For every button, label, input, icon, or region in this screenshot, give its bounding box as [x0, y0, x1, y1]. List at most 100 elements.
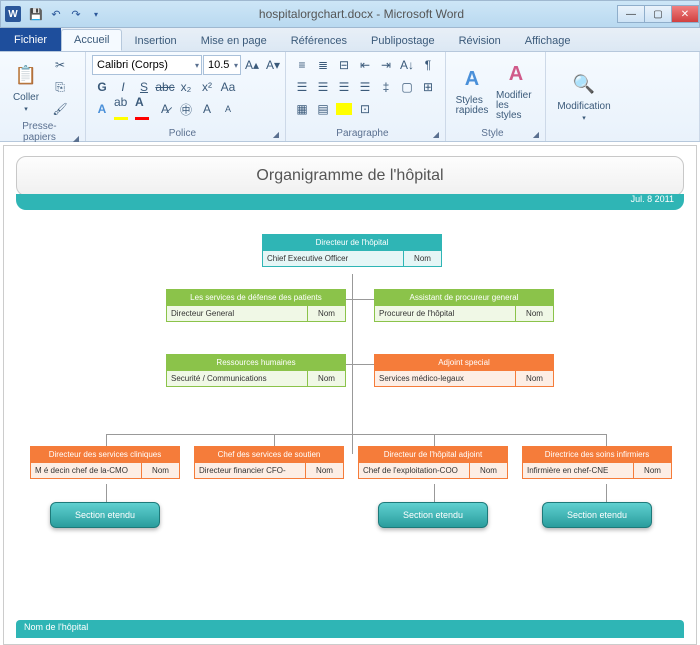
grow-font-icon[interactable]: A▴ — [242, 55, 262, 75]
qat-more-icon[interactable]: ▾ — [87, 5, 105, 23]
save-icon[interactable]: 💾 — [27, 5, 45, 23]
clipboard-dialog-launcher[interactable]: ◢ — [73, 134, 79, 143]
node-assistant[interactable]: Assistant de procureur general Procureur… — [374, 289, 554, 322]
titlebar: W 💾 ↶ ↷ ▾ hospitalorgchart.docx - Micros… — [0, 0, 700, 28]
doc-date: Jul. 8 2011 — [631, 194, 674, 204]
node-name: Nom — [307, 305, 345, 321]
node-adjoint[interactable]: Directeur de l'hôpital adjoint Chef de l… — [358, 446, 508, 479]
undo-icon[interactable]: ↶ — [47, 5, 65, 23]
shading-color-button[interactable] — [334, 99, 354, 119]
paste-button[interactable]: 📋 Coller ▾ — [6, 62, 46, 113]
node-name: Nom — [515, 305, 553, 321]
shrink-font2[interactable]: A — [218, 99, 238, 119]
quick-styles-button[interactable]: A Styles rapides — [452, 66, 492, 116]
italic-button[interactable]: I — [113, 77, 133, 97]
quick-access-toolbar: 💾 ↶ ↷ ▾ — [27, 5, 105, 23]
node-defense[interactable]: Les services de défense des patients Dir… — [166, 289, 346, 322]
clipboard-icon: 📋 — [12, 62, 40, 90]
group-label-clipboard: Presse-papiers — [6, 119, 73, 143]
maximize-button[interactable]: ▢ — [644, 5, 672, 23]
grow-font2[interactable]: A — [197, 99, 217, 119]
bullets-button[interactable]: ≡ — [292, 55, 312, 75]
node-hr[interactable]: Ressources humaines Securité / Communica… — [166, 354, 346, 387]
para-extra1[interactable]: ▦ — [292, 99, 312, 119]
connector — [606, 484, 607, 502]
style-dialog-launcher[interactable]: ◢ — [533, 130, 539, 139]
close-button[interactable]: ✕ — [671, 5, 699, 23]
group-clipboard: 📋 Coller ▾ ✂ ⎘ 🖌 Presse-papiers◢ — [0, 52, 86, 141]
font-dialog-launcher[interactable]: ◢ — [273, 130, 279, 139]
paragraph-dialog-launcher[interactable]: ◢ — [433, 130, 439, 139]
section-button-1[interactable]: Section etendu — [50, 502, 160, 528]
clear-formatting-button[interactable]: A̷ — [155, 99, 175, 119]
node-clinic[interactable]: Directeur des services cliniques M é dec… — [30, 446, 180, 479]
bold-button[interactable]: G — [92, 77, 112, 97]
node-name: Nom — [515, 370, 553, 386]
align-right-button[interactable]: ☰ — [334, 77, 354, 97]
group-label-editing — [552, 137, 693, 139]
node-nursing[interactable]: Directrice des soins infirmiers Infirmiè… — [522, 446, 672, 479]
modify-styles-button[interactable]: A Modifier les styles — [496, 61, 536, 121]
connector — [434, 434, 435, 446]
borders-button[interactable]: ⊞ — [418, 77, 438, 97]
enclose-button[interactable]: ㊥ — [176, 99, 196, 119]
editing-button[interactable]: 🔍 Modification ▾ — [552, 71, 616, 122]
sort-button[interactable]: A↓ — [397, 55, 417, 75]
shrink-font-icon[interactable]: A▾ — [263, 55, 283, 75]
align-center-button[interactable]: ☰ — [313, 77, 333, 97]
node-head: Directrice des soins infirmiers — [523, 447, 671, 462]
ribbon-tabs: Fichier Accueil Insertion Mise en page R… — [0, 28, 700, 52]
text-effects-button[interactable]: A — [92, 99, 112, 119]
tab-file[interactable]: Fichier — [0, 28, 61, 51]
tab-references[interactable]: Références — [279, 31, 359, 51]
change-case-button[interactable]: Aa — [218, 77, 238, 97]
node-role: Chef de l'exploitation-COO — [359, 462, 469, 478]
node-role: Securité / Communications — [167, 370, 307, 386]
group-font: Calibri (Corps) 10.5 A▴ A▾ G I S abc x₂ … — [86, 52, 286, 141]
cut-icon[interactable]: ✂ — [50, 55, 70, 75]
node-director[interactable]: Directeur de l'hôpital Chief Executive O… — [262, 234, 442, 267]
group-style: A Styles rapides A Modifier les styles S… — [446, 52, 546, 141]
justify-button[interactable]: ☰ — [355, 77, 375, 97]
highlight-button[interactable]: ab — [113, 99, 133, 119]
decrease-indent-button[interactable]: ⇤ — [355, 55, 375, 75]
org-chart: Directeur de l'hôpital Chief Executive O… — [16, 234, 684, 594]
line-spacing-button[interactable]: ‡ — [376, 77, 396, 97]
tab-accueil[interactable]: Accueil — [61, 29, 122, 51]
group-label-paragraph: Paragraphe — [292, 126, 433, 139]
tab-insertion[interactable]: Insertion — [122, 31, 188, 51]
node-head: Les services de défense des patients — [167, 290, 345, 305]
show-marks-button[interactable]: ¶ — [418, 55, 438, 75]
node-name: Nom — [633, 462, 671, 478]
node-support[interactable]: Chef des services de soutien Directeur f… — [194, 446, 344, 479]
document-canvas[interactable]: Organigramme de l'hôpital Jul. 8 2011 Di… — [3, 145, 697, 645]
tab-mise-en-page[interactable]: Mise en page — [189, 31, 279, 51]
tab-revision[interactable]: Révision — [447, 31, 513, 51]
strike-button[interactable]: abc — [155, 77, 175, 97]
node-adjoint-special[interactable]: Adjoint special Services médico-legauxNo… — [374, 354, 554, 387]
superscript-button[interactable]: x² — [197, 77, 217, 97]
section-button-3[interactable]: Section etendu — [542, 502, 652, 528]
font-size-combo[interactable]: 10.5 — [203, 55, 241, 75]
format-painter-icon[interactable]: 🖌 — [50, 99, 70, 119]
numbering-button[interactable]: ≣ — [313, 55, 333, 75]
align-left-button[interactable]: ☰ — [292, 77, 312, 97]
redo-icon[interactable]: ↷ — [67, 5, 85, 23]
subscript-button[interactable]: x₂ — [176, 77, 196, 97]
increase-indent-button[interactable]: ⇥ — [376, 55, 396, 75]
underline-button[interactable]: S — [134, 77, 154, 97]
section-button-2[interactable]: Section etendu — [378, 502, 488, 528]
modify-styles-label: Modifier les styles — [496, 91, 536, 121]
shading-button[interactable]: ▢ — [397, 77, 417, 97]
tab-affichage[interactable]: Affichage — [513, 31, 583, 51]
tab-publipostage[interactable]: Publipostage — [359, 31, 447, 51]
para-extra2[interactable]: ▤ — [313, 99, 333, 119]
multilevel-button[interactable]: ⊟ — [334, 55, 354, 75]
copy-icon[interactable]: ⎘ — [50, 77, 70, 97]
font-family-combo[interactable]: Calibri (Corps) — [92, 55, 202, 75]
node-head: Adjoint special — [375, 355, 553, 370]
node-name: Nom — [307, 370, 345, 386]
border-style-button[interactable]: ⊡ — [355, 99, 375, 119]
minimize-button[interactable]: — — [617, 5, 645, 23]
font-color-button[interactable]: A — [134, 99, 154, 119]
